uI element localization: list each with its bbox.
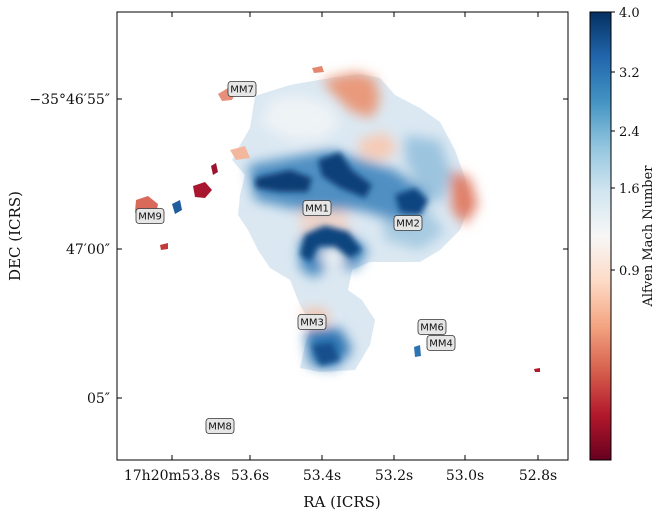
x-tick-label-5: 52.8s <box>519 468 557 484</box>
source-label-mm2: MM2 <box>393 215 423 231</box>
map-dark-core-mm2 <box>395 188 428 215</box>
x-tick-label-0: 17h20m53.8s <box>124 468 220 484</box>
map-dark-core-center <box>318 152 372 198</box>
source-label-box <box>297 314 327 330</box>
colorbar-tick-label-4: 0.9 <box>619 264 640 279</box>
x-tick-label-1: 53.6s <box>231 468 269 484</box>
source-label-box <box>426 335 456 351</box>
map-clump-blue-mm6 <box>414 345 421 357</box>
colorbar-tick-label-0: 4.0 <box>619 6 640 21</box>
map-pink-northeast <box>358 132 398 160</box>
map-red-right <box>450 170 478 225</box>
map-light-north <box>262 95 340 140</box>
source-label-mm7: MM7 <box>227 81 257 97</box>
y-tick-label-0: −35°46′55″ <box>29 92 110 108</box>
source-label-text: MM7 <box>230 85 254 96</box>
x-axis-title: RA (ICRS) <box>303 493 381 511</box>
source-label-box <box>135 208 165 224</box>
map-clump-darkred-small <box>211 163 218 175</box>
colorbar <box>589 11 612 461</box>
source-label-text: MM4 <box>429 339 453 350</box>
map-dark-core-west <box>255 170 312 192</box>
map-clump-red-north <box>312 66 324 73</box>
y-axis-title: DEC (ICRS) <box>6 191 24 281</box>
source-label-box <box>205 418 235 434</box>
source-label-box <box>417 319 447 335</box>
source-label-mm3: MM3 <box>297 314 327 330</box>
x-tick-label-4: 53.0s <box>446 468 484 484</box>
source-label-text: MM3 <box>300 318 324 329</box>
map-clump-blue-west <box>172 200 182 214</box>
colorbar-label: Alfven Mach Number <box>641 165 656 308</box>
source-label-box <box>393 215 423 231</box>
map-blue-east <box>405 135 452 205</box>
colorbar-tick-label-2: 2.4 <box>619 125 640 140</box>
source-label-mm6: MM6 <box>417 319 447 335</box>
y-tick-label-1: 47′00″ <box>66 242 110 258</box>
source-label-text: MM6 <box>420 323 444 334</box>
source-label-text: MM8 <box>208 422 232 433</box>
x-tick-label-3: 53.2s <box>375 468 413 484</box>
plot-frame <box>116 11 569 461</box>
map-clump-darkred <box>193 182 212 198</box>
source-label-mm4: MM4 <box>426 335 456 351</box>
colorbar-tick-label-3: 1.6 <box>619 182 640 197</box>
map-blue-ridge <box>248 150 430 225</box>
map-clump-mm9-south <box>160 243 168 250</box>
map-clump-red-east <box>534 368 540 372</box>
y-tick-label-2: 05″ <box>87 391 110 407</box>
colorbar-tick-label-1: 3.2 <box>619 66 640 81</box>
source-label-text: MM1 <box>305 204 329 215</box>
source-label-box <box>302 200 332 216</box>
x-tick-label-2: 53.4s <box>303 468 341 484</box>
map-clump-pink-west <box>230 146 250 160</box>
map-dark-arc <box>300 226 362 262</box>
source-label-mm9: MM9 <box>135 208 165 224</box>
map-red-top <box>322 72 380 118</box>
source-label-box <box>227 81 257 97</box>
source-label-mm1: MM1 <box>302 200 332 216</box>
source-label-text: MM9 <box>138 212 162 223</box>
source-label-mm8: MM8 <box>205 418 235 434</box>
source-label-text: MM2 <box>396 219 420 230</box>
map-dark-stem <box>312 343 340 366</box>
